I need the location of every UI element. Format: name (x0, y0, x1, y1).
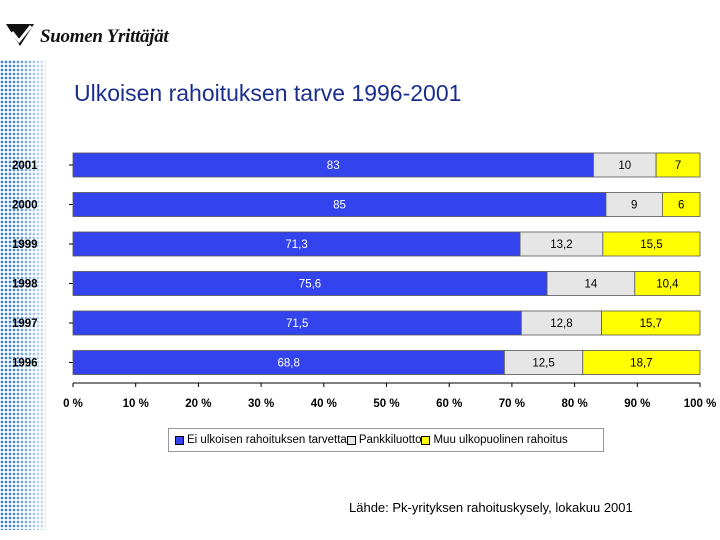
category-label: 2001 (12, 160, 38, 172)
data-label: 15,7 (640, 318, 662, 330)
data-label: 71,5 (286, 318, 308, 330)
decorative-dot-pattern (0, 60, 46, 530)
legend-swatch (346, 435, 356, 445)
category-label: 1999 (12, 239, 38, 251)
data-label: 14 (585, 279, 598, 291)
data-label: 75,6 (299, 279, 321, 291)
logo: Suomen Yrittäjät (6, 24, 169, 50)
legend-label: Pankkiluotto (358, 434, 422, 446)
bar-segment (72, 231, 521, 257)
logo-text: Suomen Yrittäjät (40, 26, 169, 47)
data-label: 12,8 (550, 318, 572, 330)
chart-title: Ulkoisen rahoituksen tarve 1996-2001 (74, 80, 462, 106)
bar-segment (602, 231, 701, 257)
data-label: 10 (618, 160, 631, 172)
category-label: 1996 (12, 358, 38, 370)
data-label: 83 (327, 160, 340, 172)
x-tick-label: 30 % (248, 398, 274, 410)
data-label: 9 (631, 200, 637, 212)
chart-legend: Ei ulkoisen rahoituksen tarvetta Pankkilu… (168, 428, 604, 452)
legend-label: Muu ulkopuolinen rahoitus (433, 434, 568, 446)
x-tick-label: 10 % (123, 398, 149, 410)
x-tick-label: 60 % (436, 398, 462, 410)
legend-item: Muu ulkopuolinen rahoitus (421, 434, 568, 446)
x-tick-label: 0 % (63, 398, 83, 410)
category-label: 1997 (12, 318, 38, 330)
legend-item: Ei ulkoisen rahoituksen tarvetta (175, 434, 347, 446)
category-label: 1998 (12, 279, 38, 291)
data-label: 12,5 (532, 358, 554, 370)
legend-item: Pankkiluotto (346, 434, 422, 446)
data-label: 71,3 (285, 239, 307, 251)
data-label: 10,4 (656, 279, 679, 291)
bar-segment (519, 231, 604, 257)
bar-segment (661, 192, 701, 217)
x-tick-label: 40 % (311, 398, 337, 410)
x-tick-label: 90 % (624, 398, 650, 410)
bar-segment (593, 152, 657, 178)
category-label: 2000 (12, 200, 38, 212)
x-tick-label: 80 % (561, 398, 587, 410)
data-label: 6 (678, 200, 684, 212)
x-tick-label: 20 % (185, 398, 211, 410)
bar-segment (634, 271, 701, 296)
bar-segment (503, 350, 584, 375)
data-label: 13,2 (550, 239, 572, 251)
legend-swatch (175, 435, 184, 445)
bar-segment (582, 350, 701, 375)
data-label: 7 (675, 160, 681, 172)
legend-swatch (421, 435, 431, 445)
x-tick-label: 100 % (684, 398, 717, 410)
legend-label: Ei ulkoisen rahoituksen tarvetta (187, 434, 347, 446)
x-tick-label: 70 % (499, 398, 525, 410)
bar-segment (546, 271, 636, 296)
bar-segment (72, 192, 607, 217)
data-label: 18,7 (630, 358, 652, 370)
source-note: Lähde: Pk-yrityksen rahoituskysely, loka… (349, 500, 633, 515)
x-tick-label: 50 % (373, 398, 399, 410)
bar-segment (601, 310, 701, 336)
bar-segment (655, 152, 701, 178)
data-label: 15,5 (640, 239, 662, 251)
triangle-check-icon (6, 24, 34, 46)
data-label: 85 (333, 200, 346, 212)
data-label: 68,8 (277, 358, 299, 370)
